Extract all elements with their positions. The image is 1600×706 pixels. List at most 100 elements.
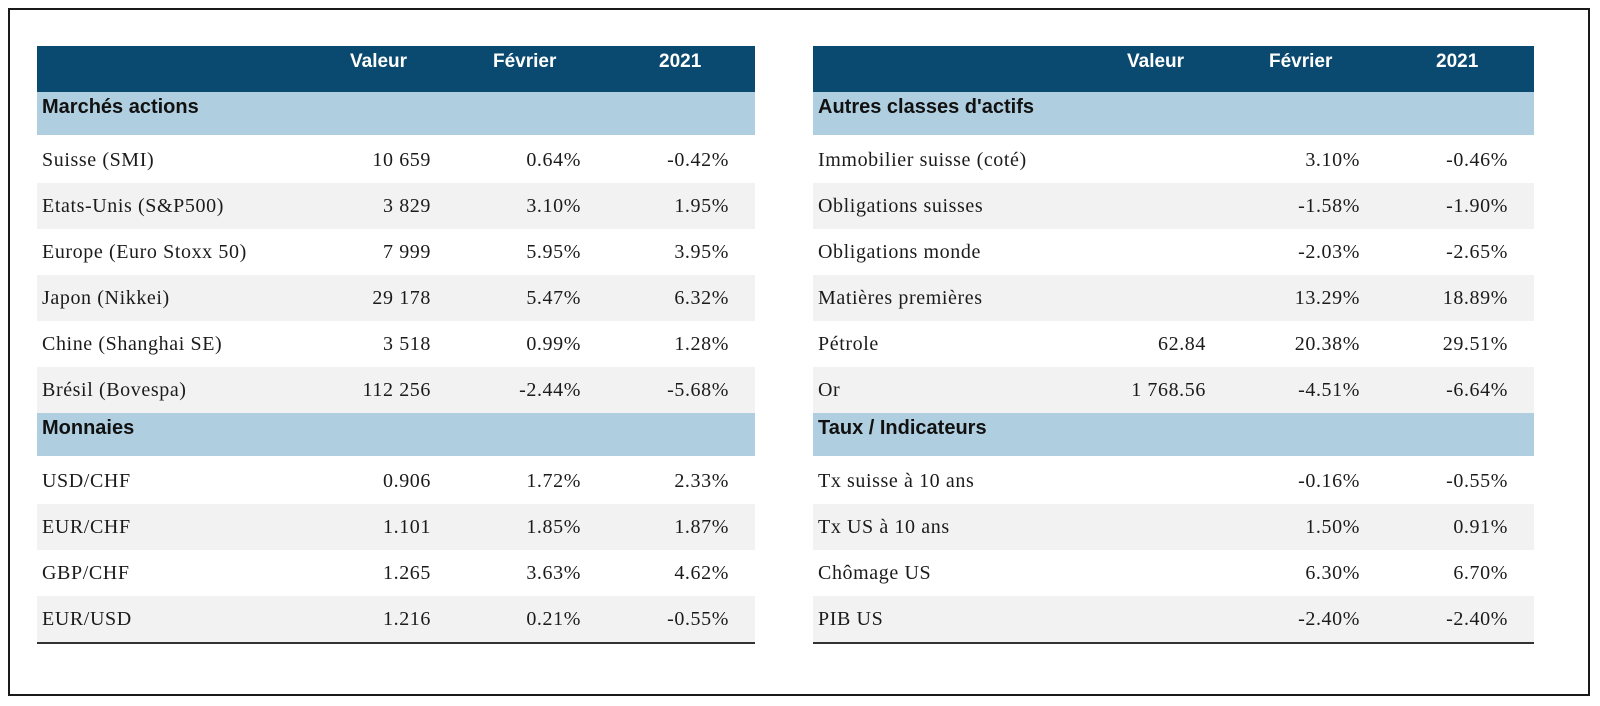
row-label: Obligations suisses: [818, 195, 984, 217]
table-row: Europe (Euro Stoxx 50) 7 999 5.95% 3.95%: [37, 229, 755, 275]
row-value: 3 829: [383, 195, 431, 217]
row-february: 1.72%: [526, 470, 581, 492]
section-header: Marchés actions: [37, 92, 755, 135]
row-value: 0.906: [383, 470, 431, 492]
row-label: PIB US: [818, 608, 884, 630]
row-february: 5.47%: [526, 287, 581, 309]
bottom-rule: [37, 642, 755, 644]
table-row: Obligations monde -2.03% -2.65%: [813, 229, 1534, 275]
row-ytd: 18.89%: [1442, 287, 1508, 309]
row-value: 62.84: [1158, 333, 1206, 355]
header-fevrier: Février: [493, 51, 557, 72]
row-ytd: 1.87%: [674, 516, 729, 538]
row-label: Japon (Nikkei): [42, 287, 170, 309]
row-label: Tx suisse à 10 ans: [818, 470, 975, 492]
document-frame: Valeur Février 2021 Marchés actions Suis…: [8, 8, 1590, 696]
row-value: 7 999: [383, 241, 431, 263]
row-label: Chômage US: [818, 562, 932, 584]
row-february: 0.21%: [526, 608, 581, 630]
row-february: -2.44%: [519, 379, 581, 401]
row-ytd: 29.51%: [1442, 333, 1508, 355]
header-fevrier: Février: [1269, 51, 1333, 72]
table-row: Tx suisse à 10 ans -0.16% -0.55%: [813, 458, 1534, 504]
row-ytd: 6.32%: [674, 287, 729, 309]
row-label: Etats-Unis (S&P500): [42, 195, 224, 217]
section-header: Autres classes d'actifs: [813, 92, 1534, 135]
row-value: 10 659: [372, 149, 431, 171]
row-february: -2.03%: [1298, 241, 1360, 263]
row-ytd: -1.90%: [1446, 195, 1508, 217]
row-ytd: -0.46%: [1446, 149, 1508, 171]
left-table: Valeur Février 2021 Marchés actions Suis…: [37, 46, 755, 644]
row-ytd: -2.65%: [1446, 241, 1508, 263]
row-label: Chine (Shanghai SE): [42, 333, 223, 355]
header-valeur: Valeur: [350, 51, 408, 72]
section-header: Monnaies: [37, 413, 755, 456]
row-ytd: 1.95%: [674, 195, 729, 217]
row-ytd: -0.55%: [1446, 470, 1508, 492]
row-ytd: 3.95%: [674, 241, 729, 263]
row-label: Tx US à 10 ans: [818, 516, 950, 538]
row-value: 1.216: [383, 608, 431, 630]
row-february: 1.85%: [526, 516, 581, 538]
row-label: Brésil (Bovespa): [42, 379, 187, 401]
row-ytd: -6.64%: [1446, 379, 1508, 401]
row-ytd: 1.28%: [674, 333, 729, 355]
row-february: 0.99%: [526, 333, 581, 355]
row-value: 3 518: [383, 333, 431, 355]
row-value: 1.265: [383, 562, 431, 584]
table-row: EUR/CHF 1.101 1.85% 1.87%: [37, 504, 755, 550]
table-row: Chômage US 6.30% 6.70%: [813, 550, 1534, 596]
row-february: 3.63%: [526, 562, 581, 584]
row-label: Matières premières: [818, 287, 983, 309]
row-label: Europe (Euro Stoxx 50): [42, 241, 247, 263]
table-row: Suisse (SMI) 10 659 0.64% -0.42%: [37, 137, 755, 183]
table-header: Valeur Février 2021: [813, 46, 1534, 92]
row-february: 20.38%: [1294, 333, 1360, 355]
table-header: Valeur Février 2021: [37, 46, 755, 92]
table-row: Tx US à 10 ans 1.50% 0.91%: [813, 504, 1534, 550]
row-february: -1.58%: [1298, 195, 1360, 217]
header-valeur: Valeur: [1127, 51, 1185, 72]
table-row: PIB US -2.40% -2.40%: [813, 596, 1534, 642]
row-february: 13.29%: [1294, 287, 1360, 309]
section-title: Monnaies: [42, 417, 135, 439]
header-2021: 2021: [1436, 51, 1479, 72]
table-row: EUR/USD 1.216 0.21% -0.55%: [37, 596, 755, 642]
row-february: 3.10%: [1305, 149, 1360, 171]
row-february: -0.16%: [1298, 470, 1360, 492]
table-row: Brésil (Bovespa) 112 256 -2.44% -5.68%: [37, 367, 755, 413]
row-ytd: -0.42%: [667, 149, 729, 171]
row-label: Obligations monde: [818, 241, 981, 263]
row-february: -4.51%: [1298, 379, 1360, 401]
section-header: Taux / Indicateurs: [813, 413, 1534, 456]
row-february: -2.40%: [1298, 608, 1360, 630]
row-label: EUR/USD: [42, 608, 132, 630]
row-value: 112 256: [362, 379, 431, 401]
table-row: Japon (Nikkei) 29 178 5.47% 6.32%: [37, 275, 755, 321]
table-row: Or 1 768.56 -4.51% -6.64%: [813, 367, 1534, 413]
row-label: Or: [818, 379, 841, 401]
row-ytd: -0.55%: [667, 608, 729, 630]
section-title: Autres classes d'actifs: [818, 96, 1034, 118]
row-label: Immobilier suisse (coté): [818, 149, 1027, 171]
row-ytd: 6.70%: [1453, 562, 1508, 584]
section-title: Marchés actions: [42, 96, 199, 118]
row-ytd: 2.33%: [674, 470, 729, 492]
row-label: USD/CHF: [42, 470, 131, 492]
table-row: USD/CHF 0.906 1.72% 2.33%: [37, 458, 755, 504]
row-value: 1.101: [383, 516, 431, 538]
row-label: Suisse (SMI): [42, 149, 155, 171]
section-title: Taux / Indicateurs: [818, 417, 987, 439]
table-row: Obligations suisses -1.58% -1.90%: [813, 183, 1534, 229]
row-label: Pétrole: [818, 333, 879, 355]
row-february: 0.64%: [526, 149, 581, 171]
bottom-rule: [813, 642, 1534, 644]
row-label: EUR/CHF: [42, 516, 131, 538]
row-ytd: -2.40%: [1446, 608, 1508, 630]
row-february: 6.30%: [1305, 562, 1360, 584]
row-february: 1.50%: [1305, 516, 1360, 538]
row-ytd: -5.68%: [667, 379, 729, 401]
header-2021: 2021: [659, 51, 702, 72]
row-value: 29 178: [372, 287, 431, 309]
